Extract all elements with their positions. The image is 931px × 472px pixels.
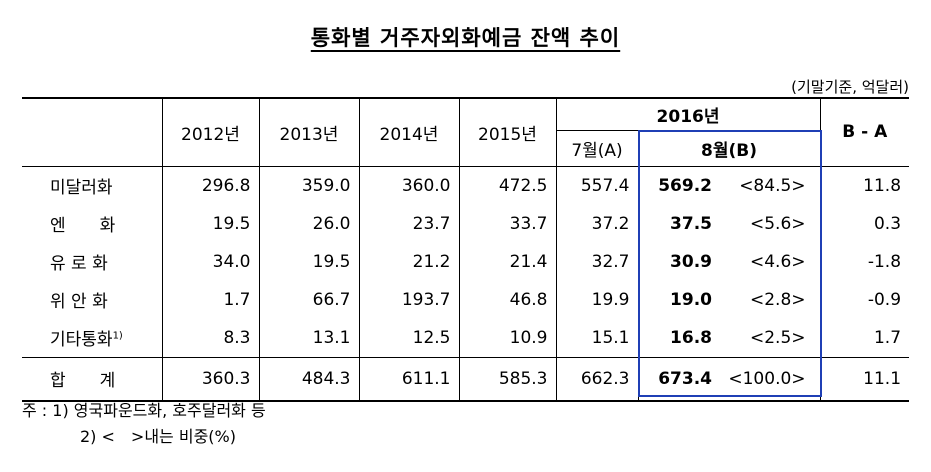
footnote-1: 주 : 1) 영국파운드화, 호주달러화 등 (22, 401, 266, 420)
cell-2013: 26.0 (258, 204, 359, 243)
cell-2014: 21.2 (358, 242, 459, 281)
total-share: <100.0> (718, 356, 821, 402)
total-2013: 484.3 (258, 356, 359, 402)
cell-2015: 46.8 (458, 280, 556, 319)
header-2015: 2015년 (458, 97, 556, 166)
table-row: 위 안 화 1.7 66.7 193.7 46.8 19.9 19.0 <2.8… (22, 280, 910, 319)
cell-2013: 13.1 (258, 318, 359, 357)
cell-aug: 569.2 (637, 166, 718, 205)
cell-diff: 1.7 (819, 318, 910, 357)
cell-2012: 8.3 (161, 318, 259, 357)
cell-2014: 23.7 (358, 204, 459, 243)
total-label: 합 계 (22, 356, 162, 402)
footnote-marker: 1) (112, 330, 123, 342)
cell-diff: -0.9 (819, 280, 910, 319)
cell-share: <2.5> (750, 327, 806, 348)
cell-2015: 10.9 (458, 318, 556, 357)
cell-aug: 37.5 (637, 204, 718, 243)
total-2014: 611.1 (358, 356, 459, 402)
corner-cell (22, 97, 162, 166)
cell-jul: 37.2 (555, 204, 638, 243)
cell-diff: -1.8 (819, 242, 910, 281)
table-row: 유 로 화 34.0 19.5 21.2 21.4 32.7 30.9 <4.6… (22, 242, 910, 281)
total-2015: 585.3 (458, 356, 556, 402)
row-label: 유 로 화 (50, 254, 108, 274)
row-label: 위 안 화 (50, 292, 108, 312)
header-diff: B - A (819, 97, 910, 166)
row-label: 엔 화 (50, 216, 116, 236)
table-row: 엔 화 19.5 26.0 23.7 33.7 37.2 37.5 <5.6> … (22, 204, 910, 243)
cell-diff: 11.8 (819, 166, 910, 205)
cell-aug: 19.0 (637, 280, 718, 319)
cell-jul: 557.4 (555, 166, 638, 205)
cell-2012: 34.0 (161, 242, 259, 281)
header-2013: 2013년 (258, 97, 359, 166)
deposit-table: 2012년 2013년 2014년 2015년 2016년 B - A 7월(A… (22, 97, 910, 402)
cell-2013: 19.5 (258, 242, 359, 281)
cell-2014: 193.7 (358, 280, 459, 319)
row-label: 기타통화1) (50, 330, 123, 350)
header-2016: 2016년 (555, 97, 821, 131)
header-aug: 8월(B) (637, 130, 821, 166)
cell-2012: 296.8 (161, 166, 259, 205)
cell-2013: 359.0 (258, 166, 359, 205)
total-jul: 662.3 (555, 356, 638, 402)
cell-jul: 15.1 (555, 318, 638, 357)
cell-2015: 33.7 (458, 204, 556, 243)
cell-2015: 472.5 (458, 166, 556, 205)
cell-diff: 0.3 (819, 204, 910, 243)
header-2012: 2012년 (161, 97, 259, 166)
table-title: 통화별 거주자외화예금 잔액 추이 (310, 26, 621, 50)
cell-2014: 12.5 (358, 318, 459, 357)
unit-label: (기말기준, 억달러) (791, 78, 909, 96)
cell-2012: 1.7 (161, 280, 259, 319)
cell-share: <5.6> (750, 213, 806, 234)
footnotes: 주 : 1) 영국파운드화, 호주달러화 등 2) < >내는 비중(%) (22, 398, 266, 450)
cell-jul: 19.9 (555, 280, 638, 319)
cell-share: <4.6> (750, 251, 806, 272)
total-diff: 11.1 (819, 356, 910, 402)
table-row: 미달러화 296.8 359.0 360.0 472.5 557.4 569.2… (22, 166, 910, 205)
cell-2014: 360.0 (358, 166, 459, 205)
cell-share: <2.8> (750, 289, 806, 310)
header-2014: 2014년 (358, 97, 459, 166)
cell-jul: 32.7 (555, 242, 638, 281)
header-jul: 7월(A) (555, 130, 638, 166)
cell-aug: 16.8 (637, 318, 718, 357)
total-2012: 360.3 (161, 356, 259, 402)
table-row: 기타통화1) 8.3 13.1 12.5 10.9 15.1 16.8 <2.5… (22, 318, 910, 357)
footnote-2: 2) < >내는 비중(%) (80, 427, 236, 446)
cell-2015: 21.4 (458, 242, 556, 281)
cell-2013: 66.7 (258, 280, 359, 319)
cell-share: <84.5> (739, 175, 806, 196)
total-row: 합 계 360.3 484.3 611.1 585.3 662.3 673.4 … (22, 356, 910, 402)
total-aug: 673.4 (637, 356, 718, 402)
row-label: 미달러화 (50, 178, 113, 198)
cell-aug: 30.9 (637, 242, 718, 281)
cell-2012: 19.5 (161, 204, 259, 243)
